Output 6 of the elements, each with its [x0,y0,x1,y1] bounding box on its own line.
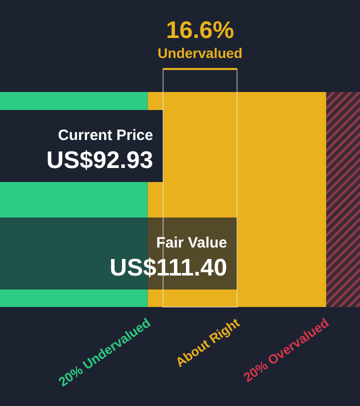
text: Undervalued [158,45,242,61]
y-tick-label: Fair Value [156,234,228,252]
y-tick-label: Current Price [58,127,154,144]
data-label: US$92.93 [46,147,154,174]
text: 16.6% [166,17,234,44]
data-label: US$111.40 [110,254,228,282]
